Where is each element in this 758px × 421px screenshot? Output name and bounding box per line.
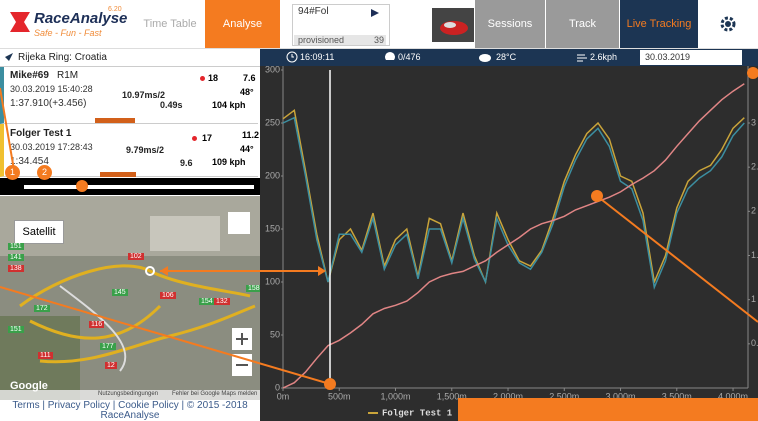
- y-tick-label: 50: [270, 329, 280, 339]
- y-tick-label: 200: [265, 170, 280, 180]
- legend-label: Folger Test 1: [382, 408, 453, 418]
- y2-tick-label: 3: [751, 117, 756, 127]
- y2-tick-label: 0.: [751, 338, 758, 348]
- y2-tick-label: 2: [751, 206, 756, 216]
- y-tick-label: 300: [265, 64, 280, 74]
- y-tick-label: 150: [265, 223, 280, 233]
- annotation-box: [458, 398, 758, 421]
- annotation-arrowhead: [160, 266, 168, 276]
- chart: 0501001502002503000.11.22.30m500m1,000m1…: [0, 0, 758, 421]
- y2-tick-label: 1.: [751, 250, 758, 260]
- map-position: [146, 267, 154, 275]
- y-tick-label: 100: [265, 276, 280, 286]
- annotation-dot: [324, 378, 336, 390]
- annotation-line: [0, 88, 14, 170]
- x-tick-label: 0m: [277, 391, 290, 401]
- x-tick-label: 1,000m: [380, 391, 410, 401]
- annotation-dot: [591, 190, 603, 202]
- y2-tick-label: 1: [751, 294, 756, 304]
- page: {"header": {"logo": "RaceAnalyse", "vers…: [0, 0, 758, 421]
- y-tick-label: 250: [265, 117, 280, 127]
- annotation-dot: [76, 180, 88, 192]
- y2-tick-label: 2.: [751, 162, 758, 172]
- x-tick-label: 500m: [328, 391, 351, 401]
